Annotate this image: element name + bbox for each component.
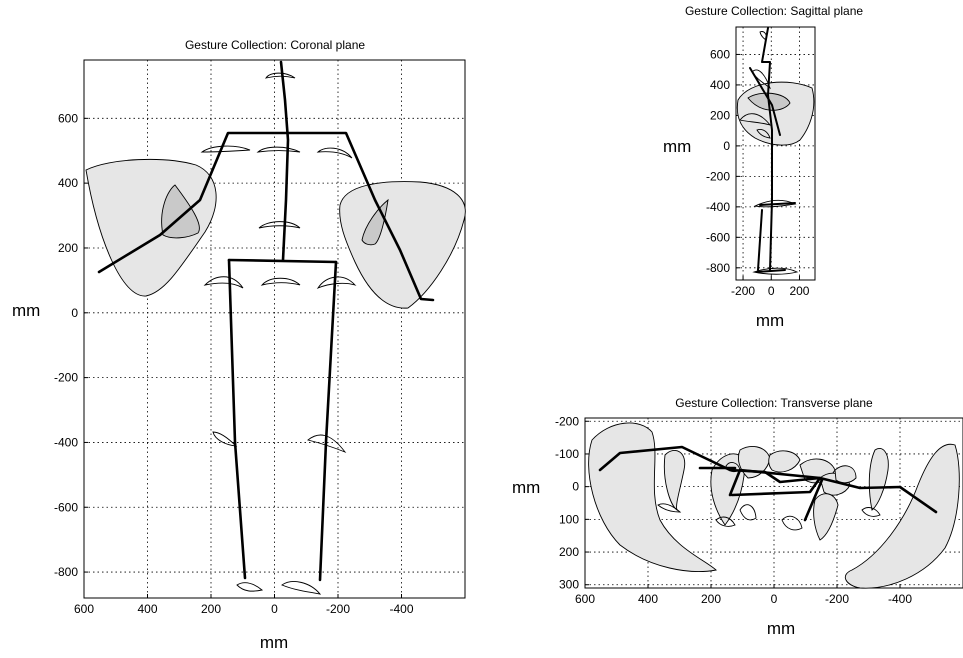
- coronal-left-hand-volume: [85, 159, 217, 297]
- x-tick-label: -200: [731, 284, 755, 298]
- x-tick-label: 600: [74, 602, 94, 616]
- x-tick-label: 200: [701, 592, 721, 606]
- transverse-left-hand-volume: [588, 422, 717, 572]
- x-tick-label: 400: [137, 602, 157, 616]
- transverse-title: Gesture Collection: Transverse plane: [675, 396, 873, 410]
- x-tick-label: -400: [389, 602, 413, 616]
- transverse-skeleton: [598, 445, 938, 522]
- y-tick-label: -400: [706, 200, 730, 214]
- transverse-ylabel: mm: [512, 478, 540, 497]
- x-tick-label: -200: [326, 602, 350, 616]
- sagittal-frame: [735, 26, 816, 281]
- x-tick-label: 0: [771, 592, 778, 606]
- x-tick-label: 600: [575, 592, 595, 606]
- y-tick-label: 0: [723, 139, 730, 153]
- sagittal-gesture-trails: [739, 31, 799, 275]
- x-tick-label: -400: [888, 592, 912, 606]
- x-tick-label: 200: [789, 284, 809, 298]
- x-tick-label: 0: [768, 284, 775, 298]
- sagittal-title: Gesture Collection: Sagittal plane: [685, 4, 863, 18]
- y-tick-label: -600: [54, 500, 78, 514]
- y-tick-label: -200: [54, 371, 78, 385]
- y-tick-label: 400: [710, 78, 730, 92]
- y-tick-label: -600: [706, 230, 730, 244]
- transverse-xlabel: mm: [767, 619, 795, 638]
- y-tick-label: 600: [58, 111, 78, 125]
- y-tick-label: 200: [559, 545, 579, 559]
- coronal-title: Gesture Collection: Coronal plane: [185, 38, 365, 52]
- x-tick-label: -200: [825, 592, 849, 606]
- y-tick-label: 0: [71, 306, 78, 320]
- y-tick-label: 100: [559, 512, 579, 526]
- sagittal-panel: Gesture Collection: Sagittal plane -200 0…: [663, 4, 863, 330]
- y-tick-label: -200: [706, 169, 730, 183]
- y-tick-label: -200: [555, 414, 579, 428]
- y-tick-label: -800: [706, 261, 730, 275]
- x-tick-label: 200: [201, 602, 221, 616]
- y-tick-label: 200: [58, 241, 78, 255]
- coronal-gesture-trails: [200, 72, 357, 595]
- y-tick-label: 600: [710, 47, 730, 61]
- y-tick-label: 0: [572, 480, 579, 494]
- coronal-xlabel: mm: [260, 633, 288, 652]
- sagittal-skeleton: [749, 27, 796, 273]
- y-tick-label: 200: [710, 108, 730, 122]
- transverse-panel: Gesture Collection: Transverse plane 600…: [512, 396, 963, 638]
- transverse-right-hand-volume: [844, 443, 960, 589]
- sagittal-xlabel: mm: [756, 311, 784, 330]
- y-tick-label: 400: [58, 176, 78, 190]
- coronal-right-hand-volume: [339, 181, 466, 309]
- y-tick-label: -100: [555, 447, 579, 461]
- x-tick-label: 0: [271, 602, 278, 616]
- transverse-left-forearm-volume: [663, 450, 686, 512]
- coronal-ylabel: mm: [12, 301, 40, 320]
- y-tick-label: -400: [54, 435, 78, 449]
- y-tick-label: -800: [54, 565, 78, 579]
- coronal-panel: Gesture Collection: Coronal plane 600 400…: [12, 38, 466, 652]
- x-tick-label: 400: [638, 592, 658, 606]
- sagittal-ylabel: mm: [663, 137, 691, 156]
- coronal-skeleton: [97, 60, 435, 582]
- coronal-frame: [83, 59, 466, 599]
- y-tick-label: 300: [559, 578, 579, 592]
